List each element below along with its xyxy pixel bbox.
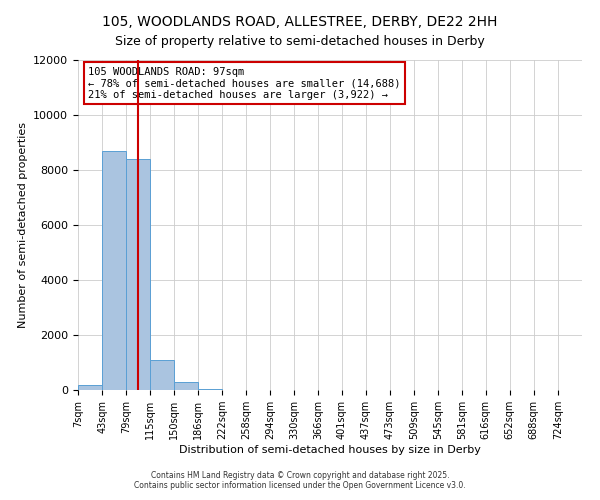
Text: Size of property relative to semi-detached houses in Derby: Size of property relative to semi-detach… <box>115 35 485 48</box>
Y-axis label: Number of semi-detached properties: Number of semi-detached properties <box>17 122 28 328</box>
X-axis label: Distribution of semi-detached houses by size in Derby: Distribution of semi-detached houses by … <box>179 445 481 455</box>
Text: 105 WOODLANDS ROAD: 97sqm
← 78% of semi-detached houses are smaller (14,688)
21%: 105 WOODLANDS ROAD: 97sqm ← 78% of semi-… <box>88 66 401 100</box>
Bar <box>198 388 222 390</box>
Bar <box>150 360 174 390</box>
Text: 105, WOODLANDS ROAD, ALLESTREE, DERBY, DE22 2HH: 105, WOODLANDS ROAD, ALLESTREE, DERBY, D… <box>103 15 497 29</box>
Text: Contains HM Land Registry data © Crown copyright and database right 2025.
Contai: Contains HM Land Registry data © Crown c… <box>134 470 466 490</box>
Bar <box>78 384 102 390</box>
Bar <box>102 151 126 390</box>
Bar <box>174 382 198 390</box>
Bar <box>126 159 150 390</box>
